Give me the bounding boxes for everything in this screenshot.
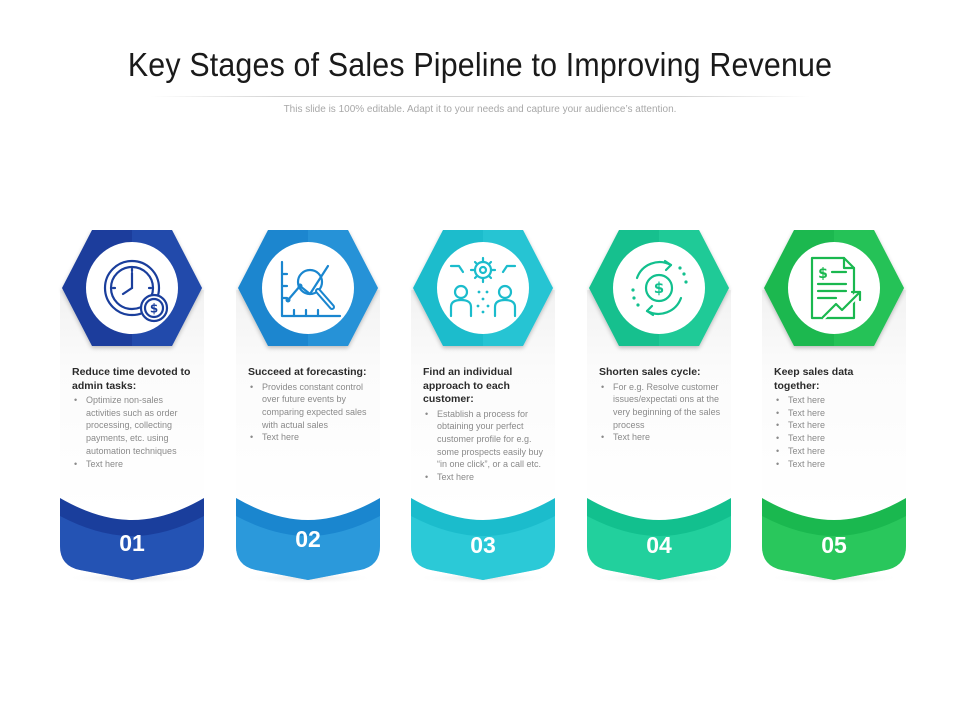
stage-card-5: $Keep sales data together:Text hereText …	[760, 230, 908, 590]
stage-heading: Keep sales data together:	[774, 366, 854, 392]
stage-number: 05	[821, 532, 847, 558]
page-title: Key Stages of Sales Pipeline to Improvin…	[127, 46, 833, 83]
stage-text: Find an individual approach to each cust…	[423, 366, 549, 484]
stage-number: 02	[295, 526, 321, 552]
stage-bullet: Provides constant control over future ev…	[248, 381, 374, 432]
stage-bullet: Text here	[774, 432, 900, 445]
stage-bullet: For e.g. Resolve customer issues/expecta…	[599, 381, 725, 432]
stage-text: Succeed at forecasting: Provides constant…	[248, 366, 374, 444]
stage-bullet: Text here	[599, 431, 725, 444]
stage-bullet: Text here	[774, 445, 900, 458]
stage-number: 03	[470, 532, 496, 558]
stage-bullet: Establish a process for obtaining your p…	[423, 408, 549, 472]
stage-heading: Shorten sales cycle:	[599, 366, 701, 378]
stage-card-shape	[587, 230, 731, 584]
stage-bullet: Text here	[72, 458, 198, 471]
stage-heading: Succeed at forecasting:	[248, 366, 367, 378]
stage-bullets: Text hereText hereText hereText hereText…	[774, 394, 900, 470]
stage-heading: Find an individual approach to each cust…	[423, 366, 513, 405]
stage-bullet: Text here	[423, 471, 549, 484]
stage-bullets: For e.g. Resolve customer issues/expecta…	[599, 381, 725, 445]
title-divider	[150, 96, 810, 97]
stage-number: 04	[646, 532, 672, 558]
stage-card-3: Find an individual approach to each cust…	[409, 230, 557, 590]
stage-card-4: $ Shorten sales cycle: For e.g. Resolve cu…	[585, 230, 733, 590]
stage-text: Shorten sales cycle: For e.g. Resolve cus…	[599, 366, 725, 444]
stage-bullet: Text here	[774, 458, 900, 471]
stage-bullet: Text here	[774, 419, 900, 432]
svg-text:$: $	[654, 279, 664, 297]
svg-text:$: $	[818, 266, 828, 282]
page-subtitle: This slide is 100% editable. Adapt it to…	[283, 104, 677, 115]
stage-bullets: Establish a process for obtaining your p…	[423, 408, 549, 484]
people-gear-icon	[449, 256, 517, 318]
chart-magnifier-icon	[280, 260, 342, 318]
stage-bullets: Optimize non-sales activities such as or…	[72, 394, 198, 470]
svg-text:$: $	[150, 302, 158, 316]
sales-report-icon: $	[810, 256, 863, 321]
clock-dollar-icon: $	[103, 259, 169, 323]
stage-bullet: Text here	[774, 407, 900, 420]
stage-bullets: Provides constant control over future ev…	[248, 381, 374, 445]
stage-text: Keep sales data together:Text hereText h…	[774, 366, 900, 470]
stage-bullet: Optimize non-sales activities such as or…	[72, 394, 198, 458]
stage-text: Reduce time devoted to admin tasks:Optim…	[72, 366, 198, 470]
dollar-cycle-icon: $	[631, 259, 688, 317]
stage-card-1: $ Reduce time devoted to admin tasks:Opti…	[58, 230, 206, 590]
stage-card-2: Succeed at forecasting: Provides constant…	[234, 230, 382, 590]
stage-bullet: Text here	[774, 394, 900, 407]
stage-number: 01	[119, 530, 145, 556]
stage-bullet: Text here	[248, 431, 374, 444]
stage-heading: Reduce time devoted to admin tasks:	[72, 366, 191, 392]
